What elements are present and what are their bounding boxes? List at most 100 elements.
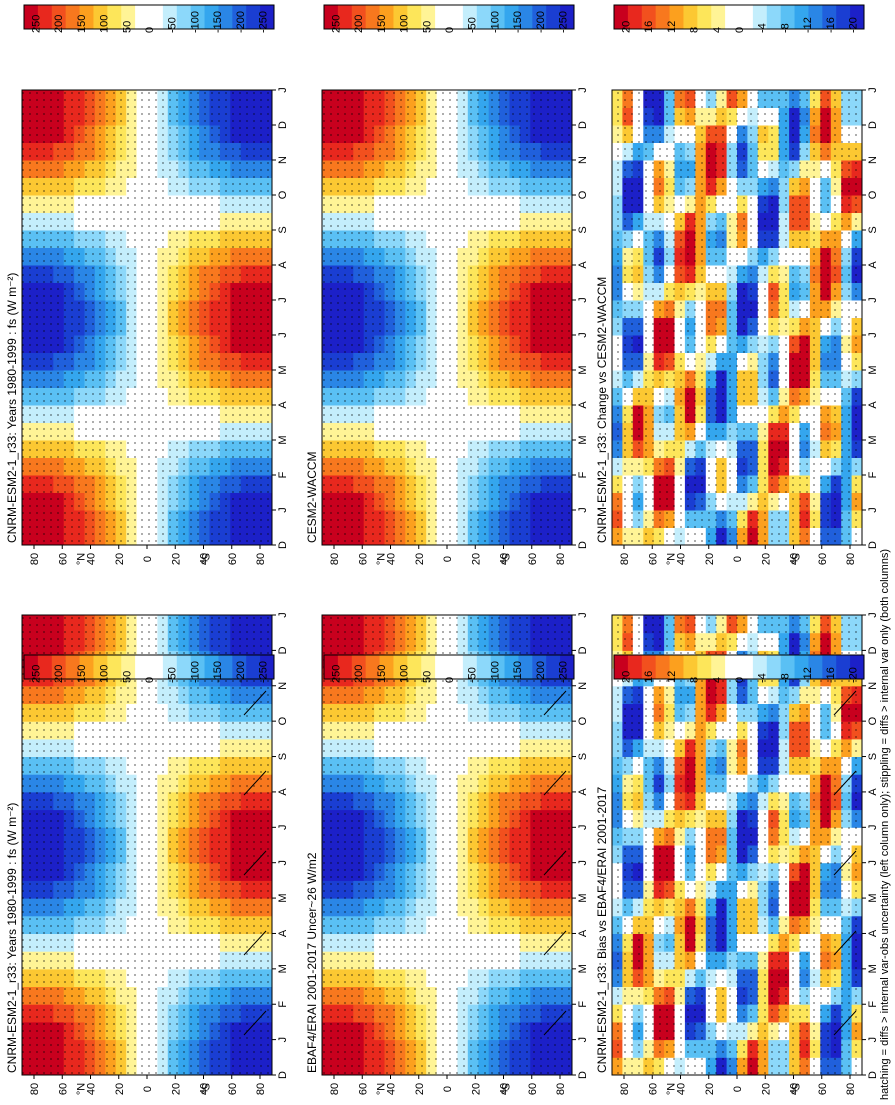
- colorbar-swatch: [560, 5, 575, 29]
- colorbar-swatch: [379, 655, 394, 679]
- x-tick-label: F: [277, 1001, 289, 1008]
- colorbar-frame: [23, 4, 275, 30]
- colorbar-label: 4: [711, 27, 723, 33]
- y-tick-label: 60: [357, 553, 369, 565]
- hatch-mark: [543, 850, 567, 876]
- colorbar-label: 250: [330, 15, 342, 33]
- x-tick-label: J: [867, 87, 879, 93]
- hatch-mark: [543, 690, 567, 716]
- y-tick-label: 40: [86, 1083, 98, 1095]
- x-tick-label: M: [577, 365, 589, 374]
- hatch-mark: [833, 1010, 857, 1036]
- y-tick-label: 0: [142, 556, 154, 562]
- x-tick-label: N: [867, 682, 879, 690]
- colorbar-swatch: [65, 5, 81, 29]
- y-tick-label: 20: [114, 1083, 126, 1095]
- hemisphere-label: °N: [76, 553, 88, 565]
- colorbar-swatch: [780, 5, 796, 29]
- colorbar-swatch: [176, 5, 192, 29]
- colorbar-swatch: [162, 655, 178, 679]
- colorbar-label: 100: [99, 15, 111, 33]
- x-tick-label: M: [577, 964, 589, 973]
- colorbar-swatch: [204, 5, 219, 29]
- colorbar-swatch: [546, 5, 561, 29]
- colorbar-swatch: [218, 5, 233, 29]
- x-tick-label: S: [277, 226, 289, 233]
- colorbar-swatch: [518, 5, 533, 29]
- colorbar-swatch: [669, 5, 684, 29]
- colorbar-label: 0: [144, 677, 156, 683]
- y-tick-label: 0: [442, 1086, 454, 1092]
- x-tick-label: N: [577, 682, 589, 690]
- colorbar-swatch: [669, 655, 684, 679]
- x-tick-label: J: [867, 825, 879, 831]
- colorbar-swatch: [149, 5, 164, 29]
- colorbar-label: 50: [121, 21, 133, 33]
- panel-title: CNRM-ESM2-1_r33: Years 1980-1999 : fs (W…: [5, 803, 19, 1073]
- stippling: [22, 615, 272, 1075]
- y-tick-label: 60: [647, 1083, 659, 1095]
- x-tick-label: J: [867, 612, 879, 618]
- y-tick-label: 80: [329, 1083, 341, 1095]
- colorbar-label: 200: [53, 665, 65, 683]
- y-tick-label: 80: [619, 553, 631, 565]
- y-tick-label: 80: [555, 553, 567, 565]
- panel-title: EBAF4/ERAI 2001-2017 Uncer~26 W/m2: [305, 852, 319, 1073]
- y-tick-label: 0: [142, 1086, 154, 1092]
- x-tick-label: J: [277, 507, 289, 513]
- hatch-mark: [833, 690, 857, 716]
- colorbar-label: 100: [399, 665, 411, 683]
- hemisphere-label: °N: [666, 553, 678, 565]
- x-tick-label: M: [867, 893, 879, 902]
- y-tick-label: 0: [732, 556, 744, 562]
- colorbar: 20 16 12 8 4 0 -4 -8 -12 -16 -20: [613, 4, 865, 33]
- y-tick-label: 20: [114, 553, 126, 565]
- colorbar-swatch: [79, 5, 94, 29]
- colorbar: 250 200 150 100 50 0 -50 -100 -150 -200 -250: [23, 654, 275, 683]
- hemisphere-label: °N: [76, 1083, 88, 1095]
- x-tick-label: S: [577, 753, 589, 760]
- colorbar-swatch: [711, 5, 726, 29]
- hemisphere-label: °S: [791, 553, 803, 565]
- colorbar: 250 200 150 100 50 0 -50 -100 -150 -200 -250: [323, 654, 575, 683]
- colorbar-swatch: [421, 655, 436, 679]
- colorbar-label: 50: [121, 671, 133, 683]
- x-tick-label: S: [867, 226, 879, 233]
- colorbar-frame: [323, 4, 575, 30]
- colorbar-label: -16: [825, 667, 837, 683]
- y-tick-label: 20: [470, 1083, 482, 1095]
- colorbar-label: -100: [189, 661, 201, 683]
- colorbar-swatch: [490, 5, 506, 29]
- x-tick-label: J: [867, 332, 879, 338]
- colorbar-label: -250: [558, 661, 570, 683]
- y-tick-label: 40: [199, 553, 211, 565]
- x-tick-label: J: [867, 507, 879, 513]
- colorbar-swatch: [794, 5, 809, 29]
- colorbar-label: 4: [711, 677, 723, 683]
- y-tick-label: 40: [199, 1083, 211, 1095]
- colorbar-swatch: [490, 655, 506, 679]
- x-tick-label: J: [577, 332, 589, 338]
- colorbar-label: 250: [30, 665, 42, 683]
- colorbar-swatch: [435, 5, 450, 29]
- y-tick-label: 40: [86, 553, 98, 565]
- colorbar-swatch: [449, 655, 464, 679]
- colorbar-swatch: [462, 5, 478, 29]
- colorbar-label: -12: [802, 17, 814, 33]
- colorbar-swatch: [260, 5, 275, 29]
- colorbar-swatch: [614, 655, 629, 679]
- colorbar-label: -4: [757, 673, 769, 683]
- colorbar-swatch: [794, 655, 809, 679]
- y-tick-label: 40: [676, 1083, 688, 1095]
- x-tick-label: N: [867, 156, 879, 164]
- colorbar-label: 100: [399, 15, 411, 33]
- y-tick-label: 80: [255, 553, 267, 565]
- hatch-mark: [243, 850, 267, 876]
- colorbar-swatch: [711, 655, 726, 679]
- colorbar-swatch: [337, 5, 353, 29]
- hemisphere-label: °S: [791, 1083, 803, 1095]
- colorbar-swatch: [365, 655, 381, 679]
- colorbar-swatch: [337, 655, 353, 679]
